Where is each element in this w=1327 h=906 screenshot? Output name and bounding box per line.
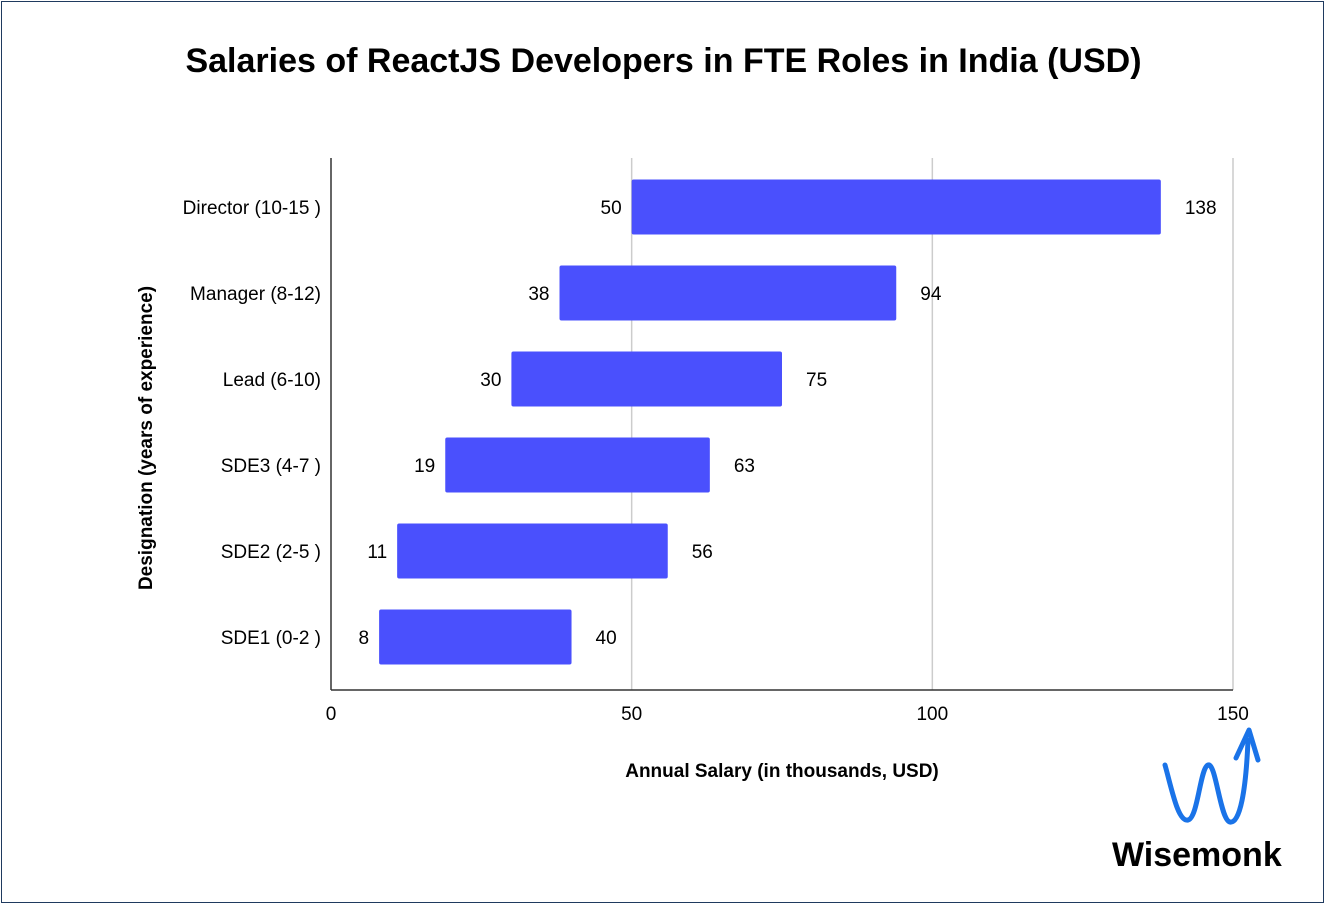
y-axis-label: Designation (years of experience) bbox=[136, 286, 157, 590]
x-tick-label: 150 bbox=[1217, 704, 1249, 725]
logo-wordmark: Wisemonk bbox=[1112, 836, 1282, 874]
bar bbox=[379, 609, 572, 665]
x-axis-ticks: 0 50 100 150 bbox=[326, 704, 1249, 725]
x-axis-label: Annual Salary (in thousands, USD) bbox=[625, 761, 939, 782]
y-category-label: SDE1 (0-2 ) bbox=[221, 628, 321, 649]
data-label-max: 63 bbox=[734, 456, 755, 477]
data-label-max: 75 bbox=[806, 370, 827, 391]
x-tick-label: 0 bbox=[326, 704, 337, 725]
data-label-min: 50 bbox=[601, 198, 622, 219]
bar bbox=[631, 179, 1161, 235]
y-axis-categories: Director (10-15 ) Manager (8-12) Lead (6-1… bbox=[183, 198, 321, 649]
data-label-min: 11 bbox=[367, 542, 387, 563]
bar bbox=[397, 523, 668, 579]
gridlines bbox=[630, 158, 1234, 690]
y-category-label: SDE3 (4-7 ) bbox=[221, 456, 321, 477]
data-label-min: 38 bbox=[528, 284, 549, 305]
wave-arrow-icon bbox=[1162, 727, 1261, 825]
data-label-min: 8 bbox=[359, 628, 370, 649]
data-labels: 50 138 38 94 30 75 19 63 11 56 8 40 bbox=[359, 198, 1217, 649]
bar bbox=[559, 265, 897, 321]
chart-title: Salaries of ReactJS Developers in FTE Ro… bbox=[185, 42, 1142, 80]
data-label-min: 30 bbox=[480, 370, 501, 391]
data-label-max: 56 bbox=[692, 542, 713, 563]
x-tick-label: 100 bbox=[916, 704, 948, 725]
data-label-max: 40 bbox=[596, 628, 617, 649]
y-category-label: Manager (8-12) bbox=[190, 284, 321, 305]
x-tick-label: 50 bbox=[621, 704, 642, 725]
y-category-label: SDE2 (2-5 ) bbox=[221, 542, 321, 563]
y-category-label: Lead (6-10) bbox=[223, 370, 321, 391]
bar bbox=[511, 351, 782, 407]
bar bbox=[445, 437, 710, 493]
bars bbox=[379, 179, 1161, 665]
y-category-label: Director (10-15 ) bbox=[183, 198, 321, 219]
data-label-max: 138 bbox=[1185, 198, 1217, 219]
data-label-min: 19 bbox=[414, 456, 435, 477]
data-label-max: 94 bbox=[920, 284, 942, 305]
